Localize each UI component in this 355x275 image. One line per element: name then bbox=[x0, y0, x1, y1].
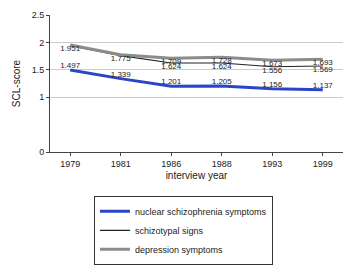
svg-text:1.339: 1.339 bbox=[111, 70, 132, 79]
svg-text:SCL-score: SCL-score bbox=[11, 59, 22, 107]
svg-text:1: 1 bbox=[39, 92, 44, 102]
svg-text:1999: 1999 bbox=[313, 159, 333, 169]
svg-text:1.709: 1.709 bbox=[161, 57, 182, 66]
svg-text:1.624: 1.624 bbox=[161, 62, 182, 71]
svg-text:1.556: 1.556 bbox=[262, 66, 283, 75]
svg-text:1986: 1986 bbox=[161, 159, 181, 169]
svg-text:1.951: 1.951 bbox=[60, 44, 81, 53]
svg-text:1.624: 1.624 bbox=[212, 62, 233, 71]
svg-text:1.156: 1.156 bbox=[262, 80, 283, 89]
svg-text:1.5: 1.5 bbox=[32, 65, 45, 75]
svg-text:2.5: 2.5 bbox=[32, 10, 45, 20]
svg-text:1993: 1993 bbox=[262, 159, 282, 169]
svg-text:schizotypal signs: schizotypal signs bbox=[135, 226, 204, 236]
svg-text:1988: 1988 bbox=[212, 159, 232, 169]
svg-text:0: 0 bbox=[39, 147, 44, 157]
svg-text:1.497: 1.497 bbox=[60, 61, 81, 70]
svg-text:1.673: 1.673 bbox=[262, 59, 283, 68]
svg-text:2: 2 bbox=[39, 38, 44, 48]
svg-text:1.569: 1.569 bbox=[313, 65, 334, 74]
svg-text:1.205: 1.205 bbox=[212, 77, 233, 86]
svg-text:depression symptoms: depression symptoms bbox=[135, 245, 223, 255]
svg-text:interview year: interview year bbox=[166, 170, 228, 181]
svg-text:1979: 1979 bbox=[60, 159, 80, 169]
svg-text:1981: 1981 bbox=[111, 159, 131, 169]
svg-text:1.201: 1.201 bbox=[161, 77, 182, 86]
svg-text:1.693: 1.693 bbox=[313, 58, 334, 67]
svg-text:nuclear schizophrenia symptoms: nuclear schizophrenia symptoms bbox=[135, 207, 267, 217]
svg-text:1.137: 1.137 bbox=[313, 81, 334, 90]
svg-text:1.728: 1.728 bbox=[212, 56, 233, 65]
svg-text:1.775: 1.775 bbox=[111, 54, 132, 63]
